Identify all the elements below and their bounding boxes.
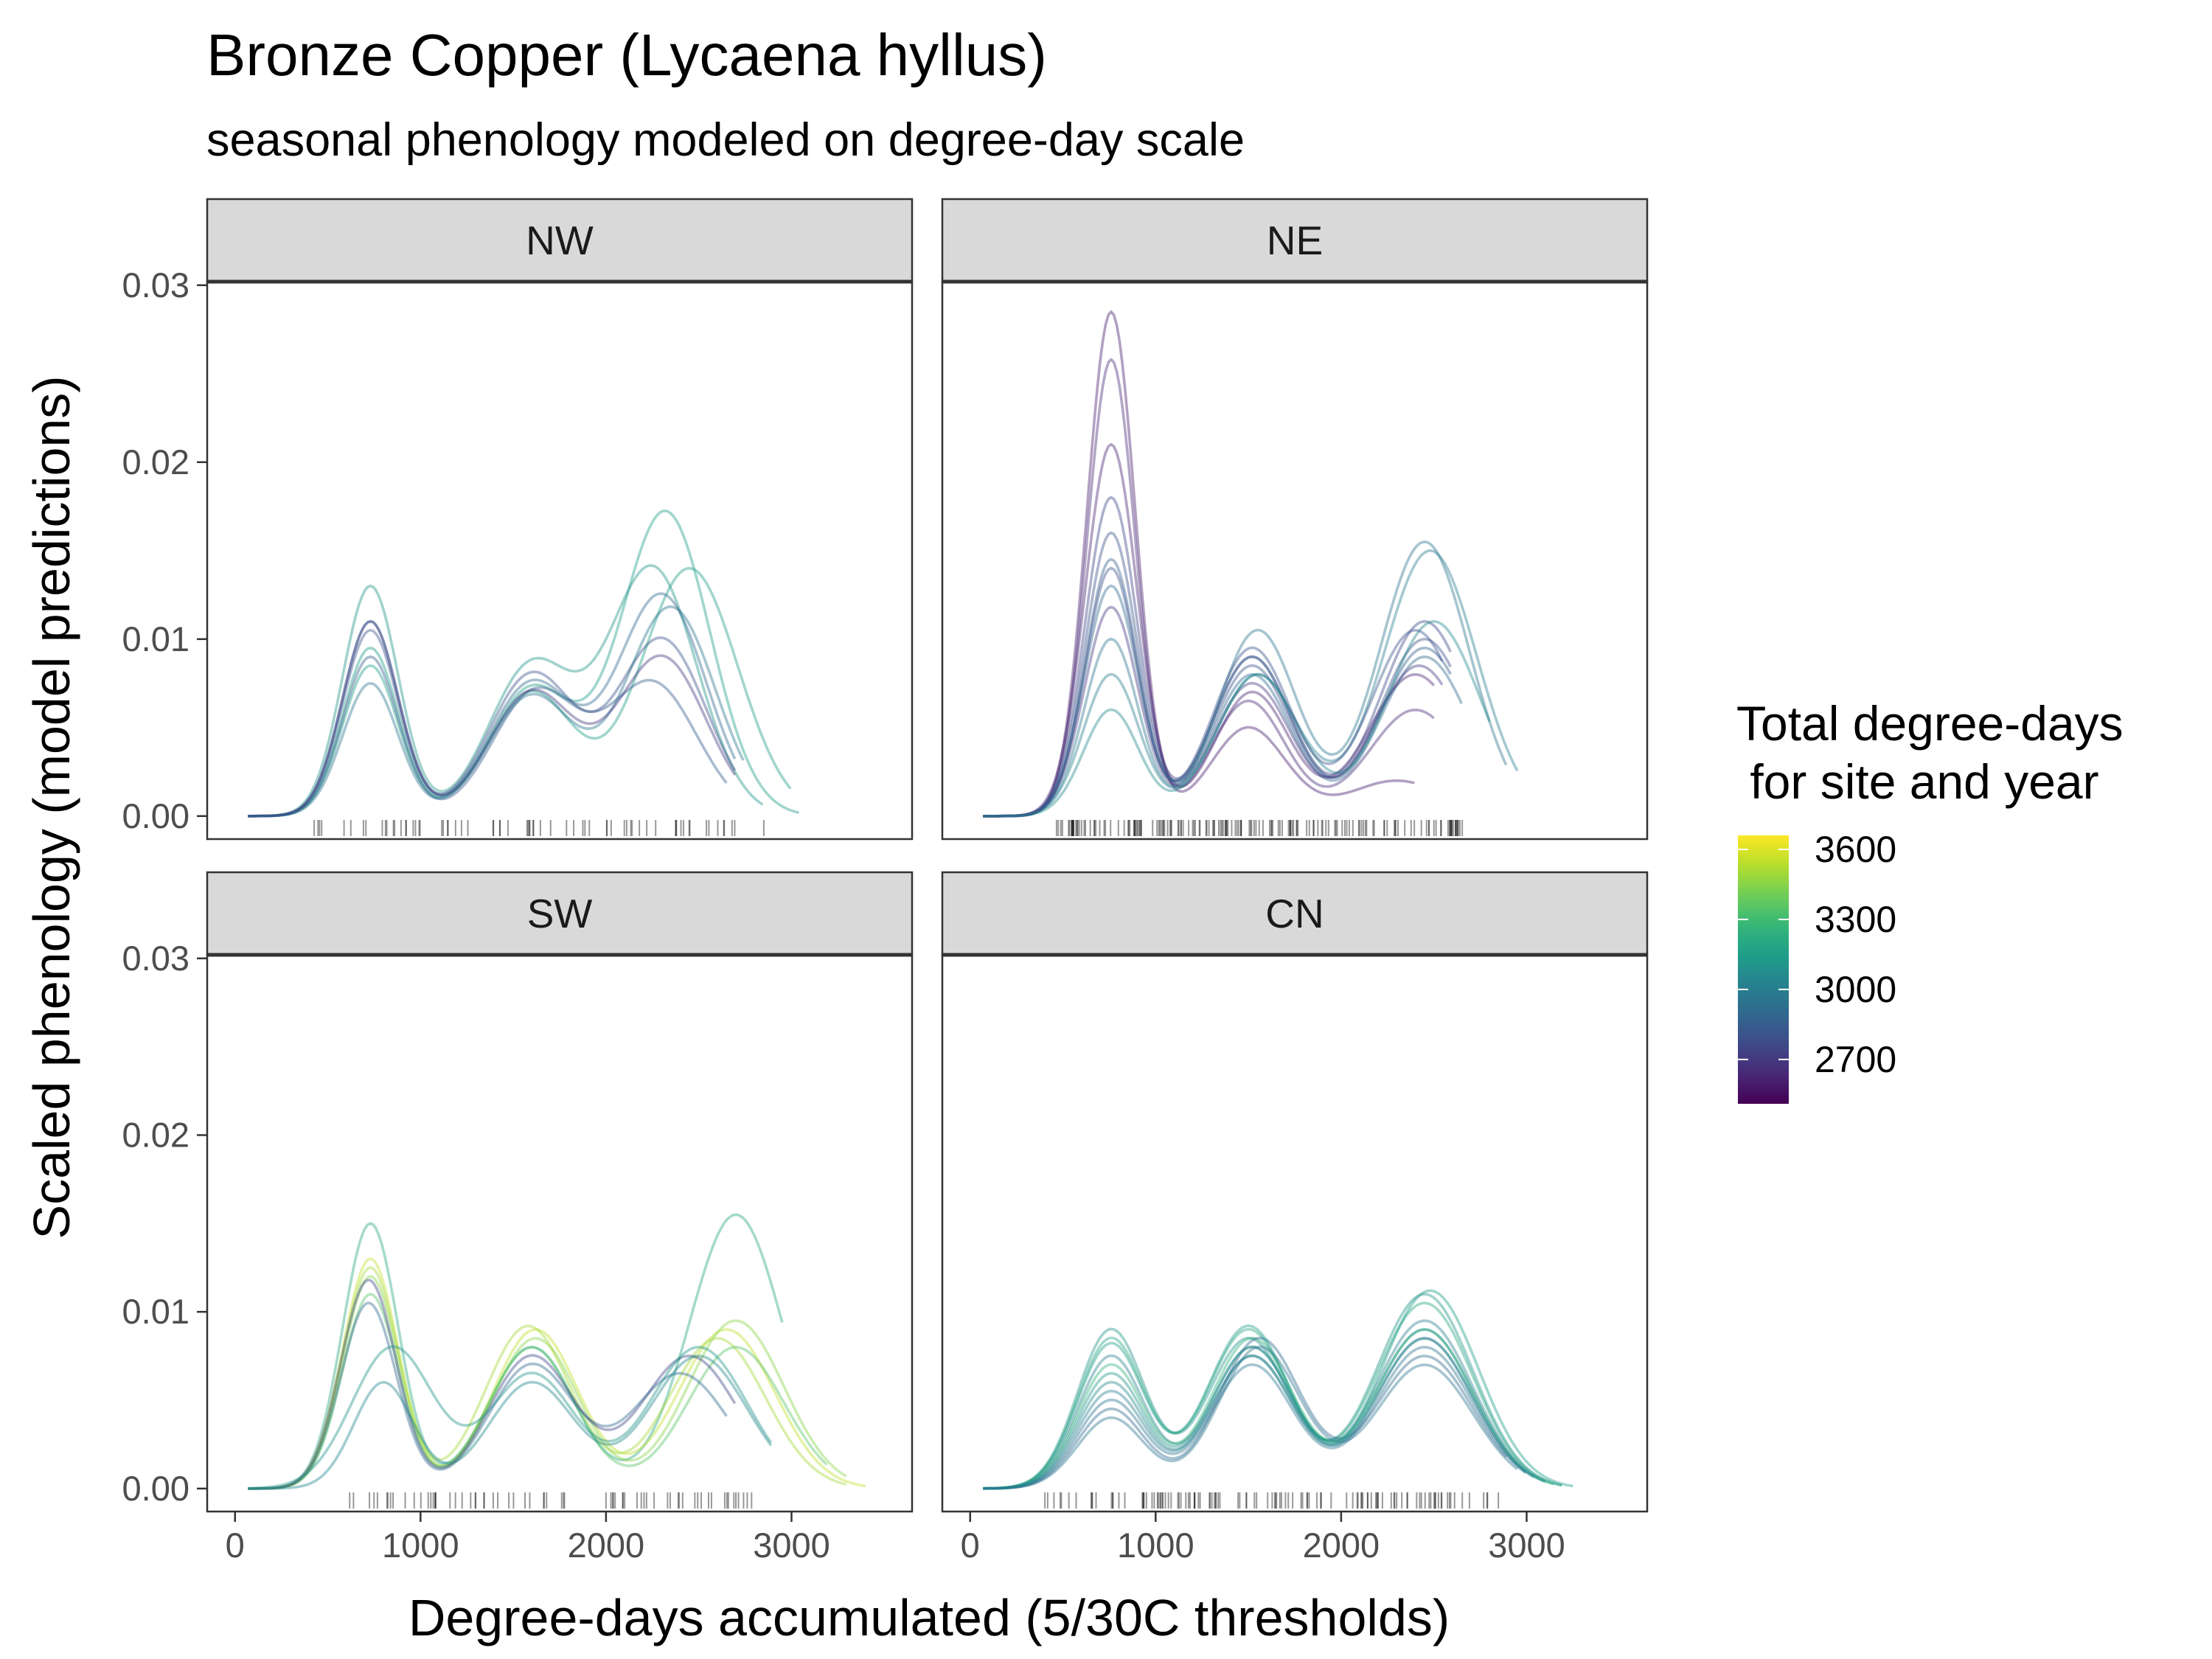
panel-ne: NE	[941, 198, 1649, 841]
series-line	[248, 1213, 784, 1490]
facet-panels: NW NE SW CN	[206, 198, 1649, 1513]
x-tick-label: 1000	[1117, 1526, 1194, 1565]
chart-title: Bronze Copper (Lycaena hyllus)	[206, 22, 1047, 88]
series-line	[248, 564, 764, 818]
legend-label: 3300	[1815, 899, 1896, 940]
series-line	[248, 1279, 737, 1490]
panel-border	[206, 953, 914, 1513]
series-line	[248, 1293, 828, 1490]
y-tick-label: 0.01	[122, 619, 189, 658]
series-line	[983, 1289, 1573, 1490]
legend-title-line-2: for site and year	[1736, 754, 2099, 809]
colorbar	[1738, 835, 1789, 1104]
series-line	[983, 620, 1491, 818]
rug-marks	[1044, 1492, 1500, 1509]
series-lines	[983, 310, 1519, 818]
series-line	[248, 1266, 847, 1490]
series-line	[983, 310, 1415, 818]
series-lines	[983, 1289, 1573, 1490]
series-line	[983, 1337, 1535, 1490]
y-tick-label: 0.03	[122, 939, 189, 978]
series-line	[983, 1336, 1508, 1490]
series-line	[983, 442, 1436, 818]
panel-sw: SW	[206, 871, 914, 1513]
x-tick-label: 3000	[1488, 1526, 1565, 1565]
panel-cn: CN	[941, 871, 1649, 1513]
series-line	[983, 557, 1452, 818]
legend-label: 2700	[1815, 1039, 1896, 1080]
y-tick-label: 0.00	[122, 1469, 189, 1508]
series-line	[983, 1337, 1527, 1490]
series-line	[248, 1275, 847, 1490]
x-axis-title: Degree-days accumulated (5/30C threshold…	[408, 1589, 1450, 1646]
x-tick-label: 0	[961, 1526, 980, 1565]
facet-label: CN	[1265, 891, 1324, 936]
series-line	[983, 1346, 1527, 1490]
y-axis: 0.00 0.01 0.02 0.03 0.00 0.01 0.02 0.03	[122, 265, 207, 1508]
series-line	[983, 1328, 1554, 1490]
series-line	[983, 605, 1444, 818]
series-line	[248, 592, 737, 818]
series-line	[983, 540, 1508, 818]
series-lines	[248, 509, 799, 818]
y-tick-label: 0.01	[122, 1292, 189, 1331]
series-line	[983, 1328, 1546, 1490]
facet-label: NW	[526, 218, 594, 263]
rug-marks	[349, 1492, 753, 1509]
series-line	[248, 628, 737, 818]
panel-border	[206, 280, 914, 841]
legend-label: 3000	[1815, 969, 1896, 1010]
series-line	[983, 1301, 1562, 1490]
series-line	[983, 531, 1452, 818]
rug-marks	[1055, 820, 1464, 836]
x-tick-label: 2000	[1303, 1526, 1380, 1565]
series-lines	[248, 1213, 866, 1490]
legend: Total degree-days for site and year 2700…	[1736, 696, 2124, 1104]
series-line	[248, 1345, 773, 1490]
series-line	[983, 495, 1452, 818]
y-axis-title: Scaled phenology (model predictions)	[23, 375, 80, 1239]
y-tick-label: 0.02	[122, 442, 189, 481]
y-tick-label: 0.02	[122, 1115, 189, 1154]
series-line	[248, 619, 737, 818]
series-line	[983, 549, 1519, 818]
rug-marks	[313, 820, 765, 836]
x-tick-label: 2000	[568, 1526, 645, 1565]
facet-label: NE	[1267, 218, 1323, 263]
series-line	[983, 1319, 1546, 1490]
series-line	[983, 1345, 1519, 1490]
series-line	[248, 566, 792, 818]
x-axis: 0 1000 2000 3000 0 1000 2000 3000	[226, 1512, 1565, 1565]
panel-border	[941, 280, 1649, 841]
series-line	[248, 1301, 728, 1490]
chart-subtitle: seasonal phenology modeled on degree-day…	[206, 114, 1245, 166]
panel-nw: NW	[206, 198, 914, 841]
facet-label: SW	[527, 891, 593, 936]
series-line	[983, 1293, 1562, 1490]
x-tick-label: 3000	[753, 1526, 830, 1565]
series-line	[248, 509, 799, 818]
series-line	[983, 566, 1444, 818]
x-tick-label: 0	[226, 1526, 245, 1565]
legend-label: 3600	[1815, 829, 1896, 870]
series-line	[248, 605, 745, 818]
x-tick-label: 1000	[382, 1526, 459, 1565]
series-line	[248, 1257, 866, 1490]
series-line	[248, 655, 728, 818]
panel-border	[941, 953, 1649, 1513]
series-line	[983, 584, 1464, 818]
y-tick-label: 0.00	[122, 796, 189, 835]
series-line	[983, 358, 1435, 818]
y-tick-label: 0.03	[122, 265, 189, 305]
series-line	[248, 1354, 773, 1490]
facet-strip	[206, 198, 914, 283]
legend-title-line-1: Total degree-days	[1736, 696, 2124, 751]
facet-strip	[941, 871, 1649, 956]
facet-strip	[206, 871, 914, 956]
